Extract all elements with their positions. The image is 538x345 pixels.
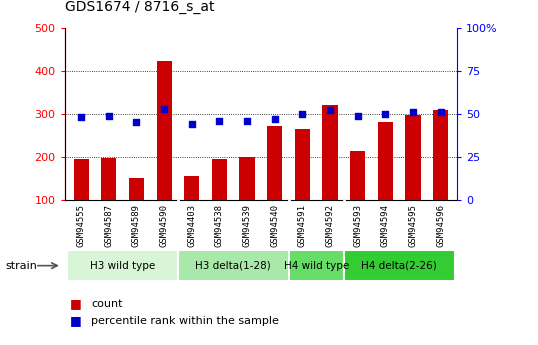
Point <box>326 108 335 113</box>
Bar <box>74 159 89 200</box>
Point <box>353 113 362 118</box>
Point <box>243 118 251 124</box>
Point <box>77 115 86 120</box>
Text: H4 wild type: H4 wild type <box>284 261 349 270</box>
Text: GSM94594: GSM94594 <box>381 204 390 247</box>
Text: ■: ■ <box>70 297 82 310</box>
Bar <box>101 158 116 200</box>
Bar <box>433 110 448 200</box>
Text: GSM94595: GSM94595 <box>408 204 417 247</box>
Bar <box>67 250 178 281</box>
Bar <box>267 126 282 200</box>
Point <box>436 109 445 115</box>
Text: GSM94538: GSM94538 <box>215 204 224 247</box>
Point <box>381 111 390 117</box>
Text: GSM94555: GSM94555 <box>76 204 86 247</box>
Text: GSM94592: GSM94592 <box>325 204 335 247</box>
Point <box>187 121 196 127</box>
Text: GSM94403: GSM94403 <box>187 204 196 247</box>
Bar <box>129 178 144 200</box>
Text: GSM94591: GSM94591 <box>298 204 307 247</box>
Point <box>160 106 168 111</box>
Text: GSM94593: GSM94593 <box>353 204 362 247</box>
Bar <box>295 129 310 200</box>
Point <box>409 109 417 115</box>
Text: ■: ■ <box>70 314 82 327</box>
Bar <box>378 122 393 200</box>
Text: GSM94587: GSM94587 <box>104 204 114 247</box>
Point <box>215 118 224 124</box>
Bar <box>157 61 172 200</box>
Bar <box>184 176 200 200</box>
Text: GSM94539: GSM94539 <box>243 204 252 247</box>
Text: H3 wild type: H3 wild type <box>90 261 155 270</box>
Bar <box>322 105 338 200</box>
Text: H4 delta(2-26): H4 delta(2-26) <box>362 261 437 270</box>
Text: GSM94590: GSM94590 <box>160 204 168 247</box>
Text: GDS1674 / 8716_s_at: GDS1674 / 8716_s_at <box>65 0 214 14</box>
Bar <box>212 159 227 200</box>
Text: strain: strain <box>5 261 37 270</box>
Point <box>271 116 279 122</box>
Text: H3 delta(1-28): H3 delta(1-28) <box>195 261 271 270</box>
Bar <box>350 150 365 200</box>
Text: percentile rank within the sample: percentile rank within the sample <box>91 316 279 326</box>
Point <box>132 120 141 125</box>
Point <box>298 111 307 117</box>
Text: GSM94589: GSM94589 <box>132 204 141 247</box>
Bar <box>288 250 344 281</box>
Bar <box>178 250 288 281</box>
Bar <box>239 157 254 200</box>
Text: GSM94596: GSM94596 <box>436 204 445 247</box>
Text: GSM94540: GSM94540 <box>270 204 279 247</box>
Bar <box>344 250 455 281</box>
Bar <box>406 115 421 200</box>
Point <box>104 113 113 118</box>
Text: count: count <box>91 299 123 308</box>
